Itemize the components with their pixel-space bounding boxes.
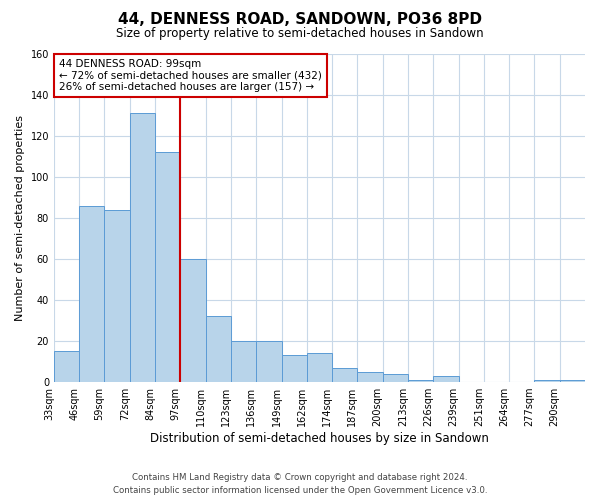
Bar — [383, 374, 408, 382]
Bar — [256, 341, 281, 382]
Bar — [181, 259, 206, 382]
Bar — [54, 352, 79, 382]
Bar — [79, 206, 104, 382]
X-axis label: Distribution of semi-detached houses by size in Sandown: Distribution of semi-detached houses by … — [150, 432, 489, 445]
Bar — [130, 114, 155, 382]
Bar — [307, 354, 332, 382]
Bar — [408, 380, 433, 382]
Text: 44, DENNESS ROAD, SANDOWN, PO36 8PD: 44, DENNESS ROAD, SANDOWN, PO36 8PD — [118, 12, 482, 28]
Bar — [281, 356, 307, 382]
Bar — [560, 380, 585, 382]
Bar — [155, 152, 181, 382]
Y-axis label: Number of semi-detached properties: Number of semi-detached properties — [15, 115, 25, 321]
Text: 44 DENNESS ROAD: 99sqm
← 72% of semi-detached houses are smaller (432)
26% of se: 44 DENNESS ROAD: 99sqm ← 72% of semi-det… — [59, 59, 322, 92]
Bar — [231, 341, 256, 382]
Bar — [535, 380, 560, 382]
Bar — [104, 210, 130, 382]
Bar — [332, 368, 358, 382]
Bar — [358, 372, 383, 382]
Text: Size of property relative to semi-detached houses in Sandown: Size of property relative to semi-detach… — [116, 28, 484, 40]
Text: Contains HM Land Registry data © Crown copyright and database right 2024.
Contai: Contains HM Land Registry data © Crown c… — [113, 473, 487, 495]
Bar — [433, 376, 458, 382]
Bar — [206, 316, 231, 382]
